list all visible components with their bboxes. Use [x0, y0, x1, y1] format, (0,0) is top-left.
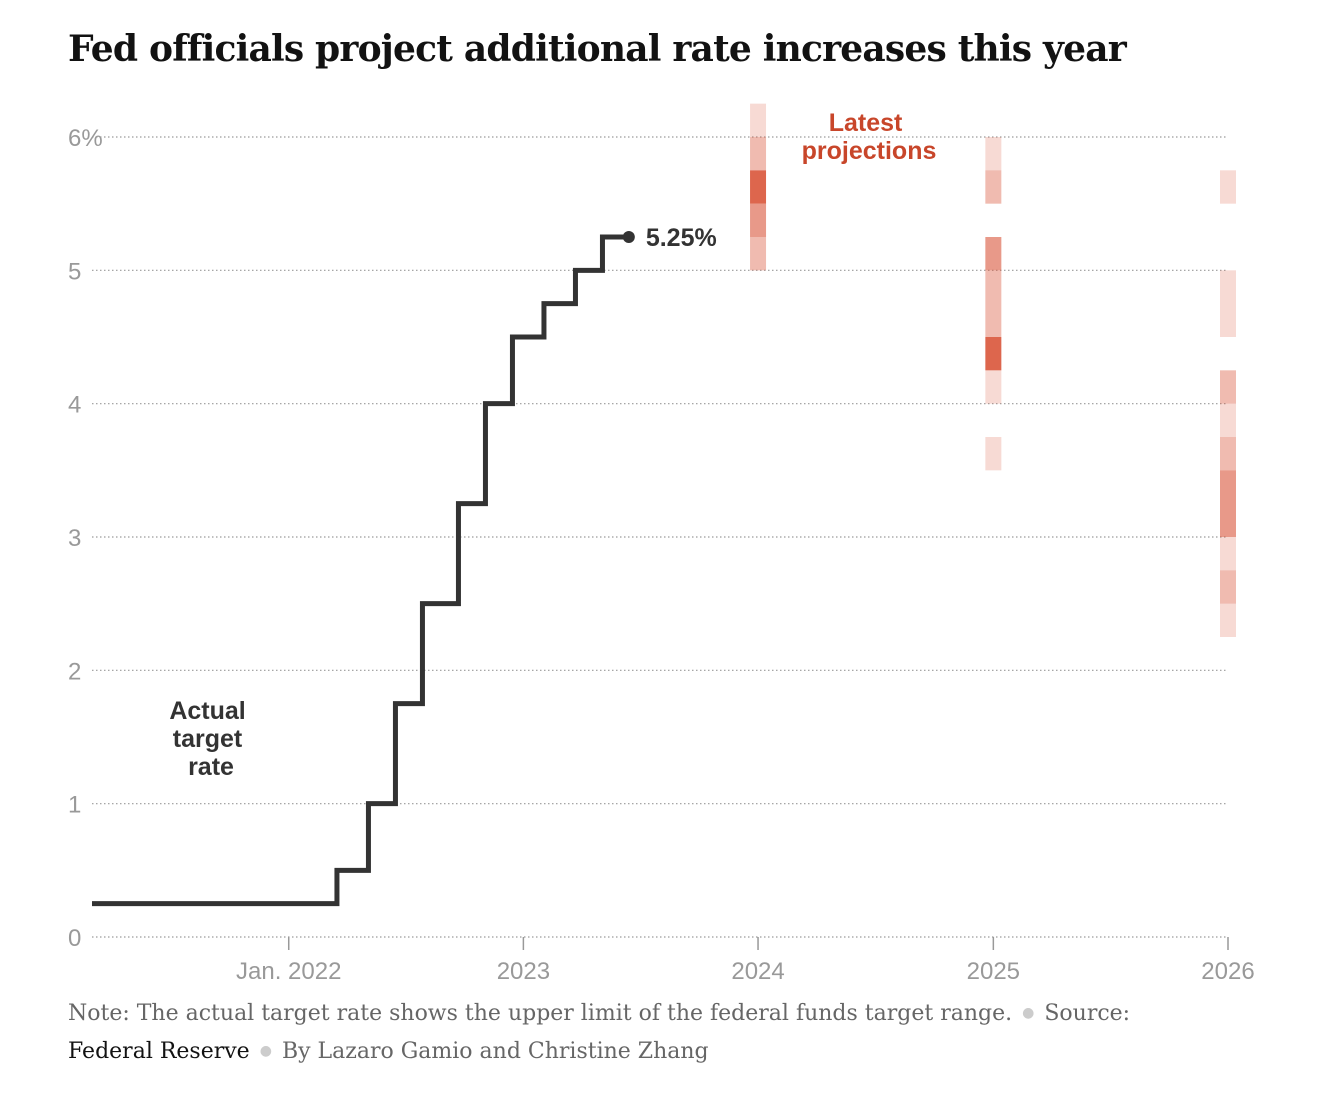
projection-band: [1220, 603, 1236, 637]
projection-band: [985, 337, 1002, 371]
y-tick-label: 6%: [68, 125, 103, 152]
x-tick-label: 2024: [731, 958, 784, 985]
y-tick-label: 0: [68, 925, 81, 952]
projection-band: [750, 103, 767, 137]
x-tick-label: 2023: [497, 958, 550, 985]
y-tick-label: 3: [68, 525, 81, 552]
projection-label-line-2: projections: [802, 137, 937, 165]
x-tick-label: 2026: [1201, 958, 1254, 985]
projection-band: [985, 270, 1002, 337]
projection-band: [985, 437, 1002, 471]
projection-label: Latest projections: [802, 109, 937, 165]
chart-title: Fed officials project additional rate in…: [68, 28, 1127, 70]
series-label-line-1: Actual: [169, 697, 245, 725]
y-tick-label: 4: [68, 392, 81, 419]
latest-rate-label: 5.25%: [646, 224, 717, 252]
projection-label-line-1: Latest: [829, 109, 903, 137]
chart-plot: 0 1 2 3 4 5 6% Jan. 2022 2023 2024 2025 2026 5.25%…: [68, 103, 1255, 985]
latest-rate-dot: [622, 231, 635, 243]
projection-band: [985, 170, 1002, 204]
projection-band: [985, 137, 1002, 171]
projection-band: [1220, 270, 1236, 337]
chart-footer: Note: The actual target rate shows the u…: [68, 996, 1248, 1072]
projection-band: [1220, 570, 1236, 604]
footer-separator-dot: ●: [259, 1043, 272, 1059]
gridlines: [92, 136, 1228, 938]
projection-band: [750, 237, 767, 271]
series-label: Actual target rate: [169, 697, 252, 781]
projection-bands: [750, 103, 1236, 637]
projection-band: [1220, 170, 1236, 204]
series-label-line-2: target: [173, 725, 243, 753]
footer-source: Federal Reserve: [68, 1039, 250, 1064]
projection-band: [1220, 370, 1236, 404]
footer-separator-dot: ●: [1022, 1005, 1035, 1021]
projection-band: [1220, 437, 1236, 471]
projection-band: [750, 203, 767, 237]
projection-band: [750, 137, 767, 171]
y-tick-label: 5: [68, 258, 81, 285]
y-tick-label: 1: [68, 792, 81, 819]
x-tick-label: Jan. 2022: [236, 958, 341, 985]
footer-note: Note: The actual target rate shows the u…: [68, 1001, 1013, 1026]
y-axis-ticks: 0 1 2 3 4 5 6%: [68, 125, 103, 952]
footer-source-label: Source:: [1044, 1001, 1131, 1026]
projection-band: [750, 170, 767, 204]
x-axis-ticks: Jan. 2022 2023 2024 2025 2026: [236, 937, 1255, 985]
y-tick-label: 2: [68, 658, 81, 685]
series-label-line-3: rate: [188, 753, 234, 781]
projection-band: [1220, 470, 1236, 537]
footer-byline: By Lazaro Gamio and Christine Zhang: [281, 1039, 709, 1064]
projection-band: [1220, 403, 1236, 437]
projection-band: [1220, 537, 1236, 571]
projection-band: [985, 237, 1002, 271]
actual-rate-line: [92, 234, 629, 907]
x-tick-label: 2025: [967, 958, 1020, 985]
projection-band: [985, 370, 1002, 404]
